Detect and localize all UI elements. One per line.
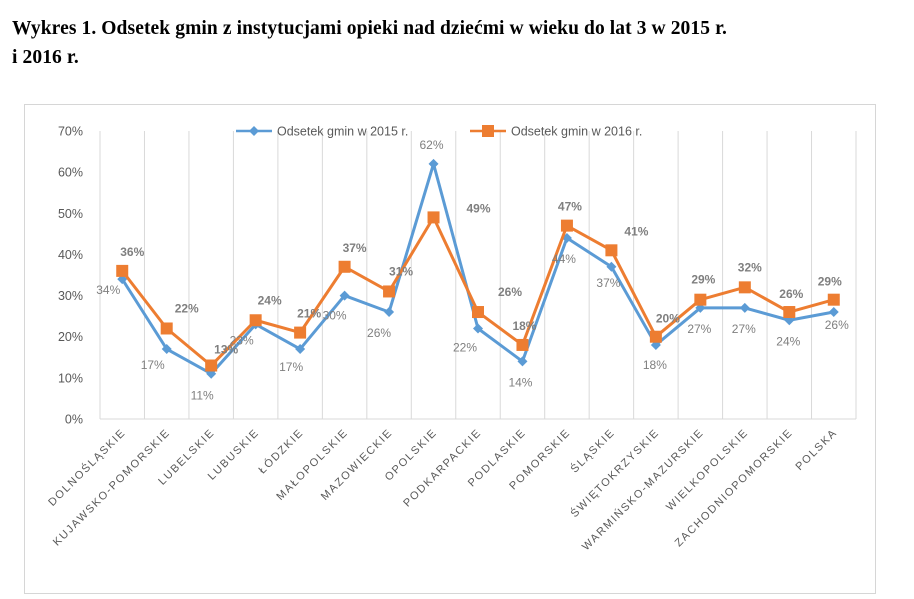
chart-title-line-1: Wykres 1. Odsetek gmin z instytucjami op… bbox=[12, 18, 728, 39]
data-point-2016 bbox=[205, 359, 218, 372]
data-label-2015: 26% bbox=[367, 326, 391, 340]
data-label-2016: 41% bbox=[624, 224, 648, 238]
legend-marker-2015 bbox=[249, 126, 259, 136]
data-label-2016: 21% bbox=[297, 307, 321, 321]
data-point-2016 bbox=[560, 219, 573, 232]
data-point-2015 bbox=[828, 307, 839, 318]
data-point-2015 bbox=[161, 344, 172, 355]
x-category-label: ŚLĄSKIE bbox=[568, 426, 618, 476]
data-point-2015 bbox=[384, 307, 395, 318]
x-category-label: ŁÓDZKIE bbox=[256, 426, 306, 476]
x-category-label: WIELKOPOLSKIE bbox=[664, 427, 751, 514]
data-label-2016: 26% bbox=[498, 285, 522, 299]
data-point-2016 bbox=[116, 264, 129, 277]
data-point-2016 bbox=[694, 293, 707, 306]
legend: Odsetek gmin w 2015 r. Odsetek gmin w 201… bbox=[236, 125, 642, 139]
chart-title-line-2: i 2016 r. bbox=[12, 47, 79, 68]
x-category-label: ŚWIĘTOKRZYSKIE bbox=[568, 426, 662, 520]
legend-label-2016: Odsetek gmin w 2016 r. bbox=[511, 125, 642, 139]
series-group bbox=[116, 158, 840, 379]
data-point-2015 bbox=[295, 344, 306, 355]
chart-area-frame bbox=[24, 104, 876, 594]
data-label-2016: 18% bbox=[512, 319, 536, 333]
data-label-2016: 47% bbox=[558, 200, 582, 214]
data-point-2015 bbox=[606, 261, 617, 272]
data-point-2016 bbox=[383, 285, 396, 298]
y-tick-label: 20% bbox=[58, 330, 83, 344]
data-point-2015 bbox=[339, 290, 350, 301]
data-label-2015: 23% bbox=[230, 333, 254, 347]
data-label-2015: 62% bbox=[420, 138, 444, 152]
data-label-2016: 29% bbox=[691, 273, 715, 287]
data-point-2015 bbox=[473, 323, 483, 334]
data-label-2015: 17% bbox=[279, 360, 303, 374]
data-point-2016 bbox=[827, 293, 840, 306]
y-tick-label: 60% bbox=[58, 166, 83, 180]
data-point-2016 bbox=[649, 330, 662, 343]
data-label-2015: 11% bbox=[191, 389, 214, 403]
legend-label-2015: Odsetek gmin w 2015 r. bbox=[277, 125, 408, 139]
data-label-2015: 34% bbox=[96, 283, 120, 297]
data-label-2016: 24% bbox=[258, 293, 282, 307]
data-label-2016: 32% bbox=[738, 260, 762, 274]
chart-title: Wykres 1. Odsetek gmin z instytucjami op… bbox=[12, 14, 892, 72]
y-tick-label: 30% bbox=[58, 289, 83, 303]
x-category-label: POLSKA bbox=[793, 427, 839, 473]
legend-marker-2016 bbox=[482, 125, 494, 137]
data-point-2016 bbox=[338, 260, 351, 273]
data-label-2016: 36% bbox=[120, 245, 144, 259]
data-point-2015 bbox=[428, 158, 439, 169]
x-category-label: DOLNOŚLĄSKIE bbox=[45, 426, 128, 509]
data-point-2015 bbox=[517, 356, 528, 367]
data-label-2015: 27% bbox=[687, 322, 711, 336]
data-label-2016: 22% bbox=[175, 301, 199, 315]
data-label-2015: 14% bbox=[508, 375, 532, 389]
data-label-2015: 26% bbox=[825, 318, 849, 332]
data-label-2016: 37% bbox=[343, 241, 367, 255]
data-point-2016 bbox=[294, 326, 307, 339]
x-category-label: PODKARPACKIE bbox=[401, 427, 484, 510]
data-point-2016 bbox=[783, 306, 796, 319]
data-label-2015: 17% bbox=[141, 358, 165, 372]
data-point-2015 bbox=[739, 302, 750, 313]
data-label-2016: 29% bbox=[818, 275, 842, 289]
y-tick-label: 50% bbox=[58, 207, 83, 221]
data-point-2016 bbox=[249, 314, 262, 327]
data-label-2016: 13% bbox=[214, 343, 238, 357]
data-label-2015: 44% bbox=[552, 252, 576, 266]
data-label-2016: 49% bbox=[467, 201, 491, 215]
data-label-2015: 37% bbox=[596, 276, 620, 290]
y-tick-label: 70% bbox=[58, 125, 83, 139]
data-point-2016 bbox=[738, 281, 751, 294]
gridlines bbox=[99, 131, 857, 420]
data-label-2016: 20% bbox=[656, 312, 680, 326]
data-label-2016: 31% bbox=[389, 264, 413, 278]
data-label-2015: 24% bbox=[776, 334, 800, 348]
data-label-2015: 30% bbox=[323, 309, 347, 323]
data-label-2015: 22% bbox=[453, 340, 477, 354]
data-labels: 34% 17% 11% 23% 17% 30% 26% 62% 22% 14% 44% 37% 18% 2… bbox=[96, 138, 849, 403]
data-point-2016 bbox=[605, 244, 618, 257]
data-point-2016 bbox=[160, 322, 173, 335]
x-axis-ticks: DOLNOŚLĄSKIEKUJAWSKO-POMORSKIELUBELSKIEL… bbox=[45, 426, 839, 553]
data-label-2015: 27% bbox=[732, 322, 756, 336]
y-tick-label: 0% bbox=[65, 413, 83, 427]
data-label-2015: 18% bbox=[643, 358, 667, 372]
y-tick-label: 10% bbox=[58, 371, 83, 385]
y-tick-label: 40% bbox=[58, 248, 83, 262]
data-label-2016: 26% bbox=[779, 287, 803, 301]
data-point-2016 bbox=[472, 306, 484, 319]
data-point-2016 bbox=[516, 338, 529, 351]
y-axis-ticks: 0% 10% 20% 30% 40% 50% 60% 70% bbox=[58, 125, 83, 427]
data-point-2016 bbox=[427, 211, 440, 224]
